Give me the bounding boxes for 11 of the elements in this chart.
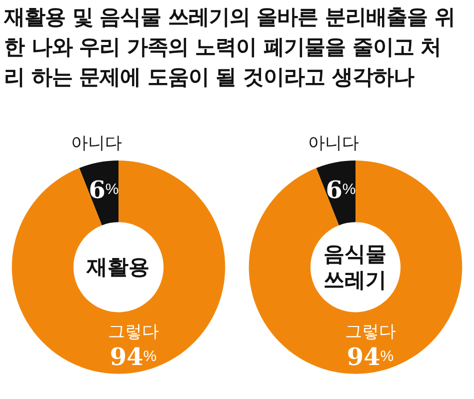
data-label: 6% [88, 175, 119, 204]
slice-label: 아니다 [308, 134, 359, 153]
data-label: 94% [346, 342, 394, 372]
slice-label: 그렇다 [344, 322, 396, 342]
data-label: 94% [110, 342, 157, 372]
slice-label: 그렇다 [108, 322, 159, 342]
text: 재활용 [86, 254, 150, 280]
data-label: 6% [326, 175, 356, 204]
slice-label: 아니다 [70, 134, 122, 153]
chart-title: 재활용 및 음식물 쓰레기의 올바른 분리배출을 위한 나와 우리 가족의 노력이 폐기물을 줄이고 처리 하는 문제에 도움이 될 것이라고 생각하나 [4, 4, 456, 91]
text: 음식물 쓰레기 [322, 241, 388, 293]
